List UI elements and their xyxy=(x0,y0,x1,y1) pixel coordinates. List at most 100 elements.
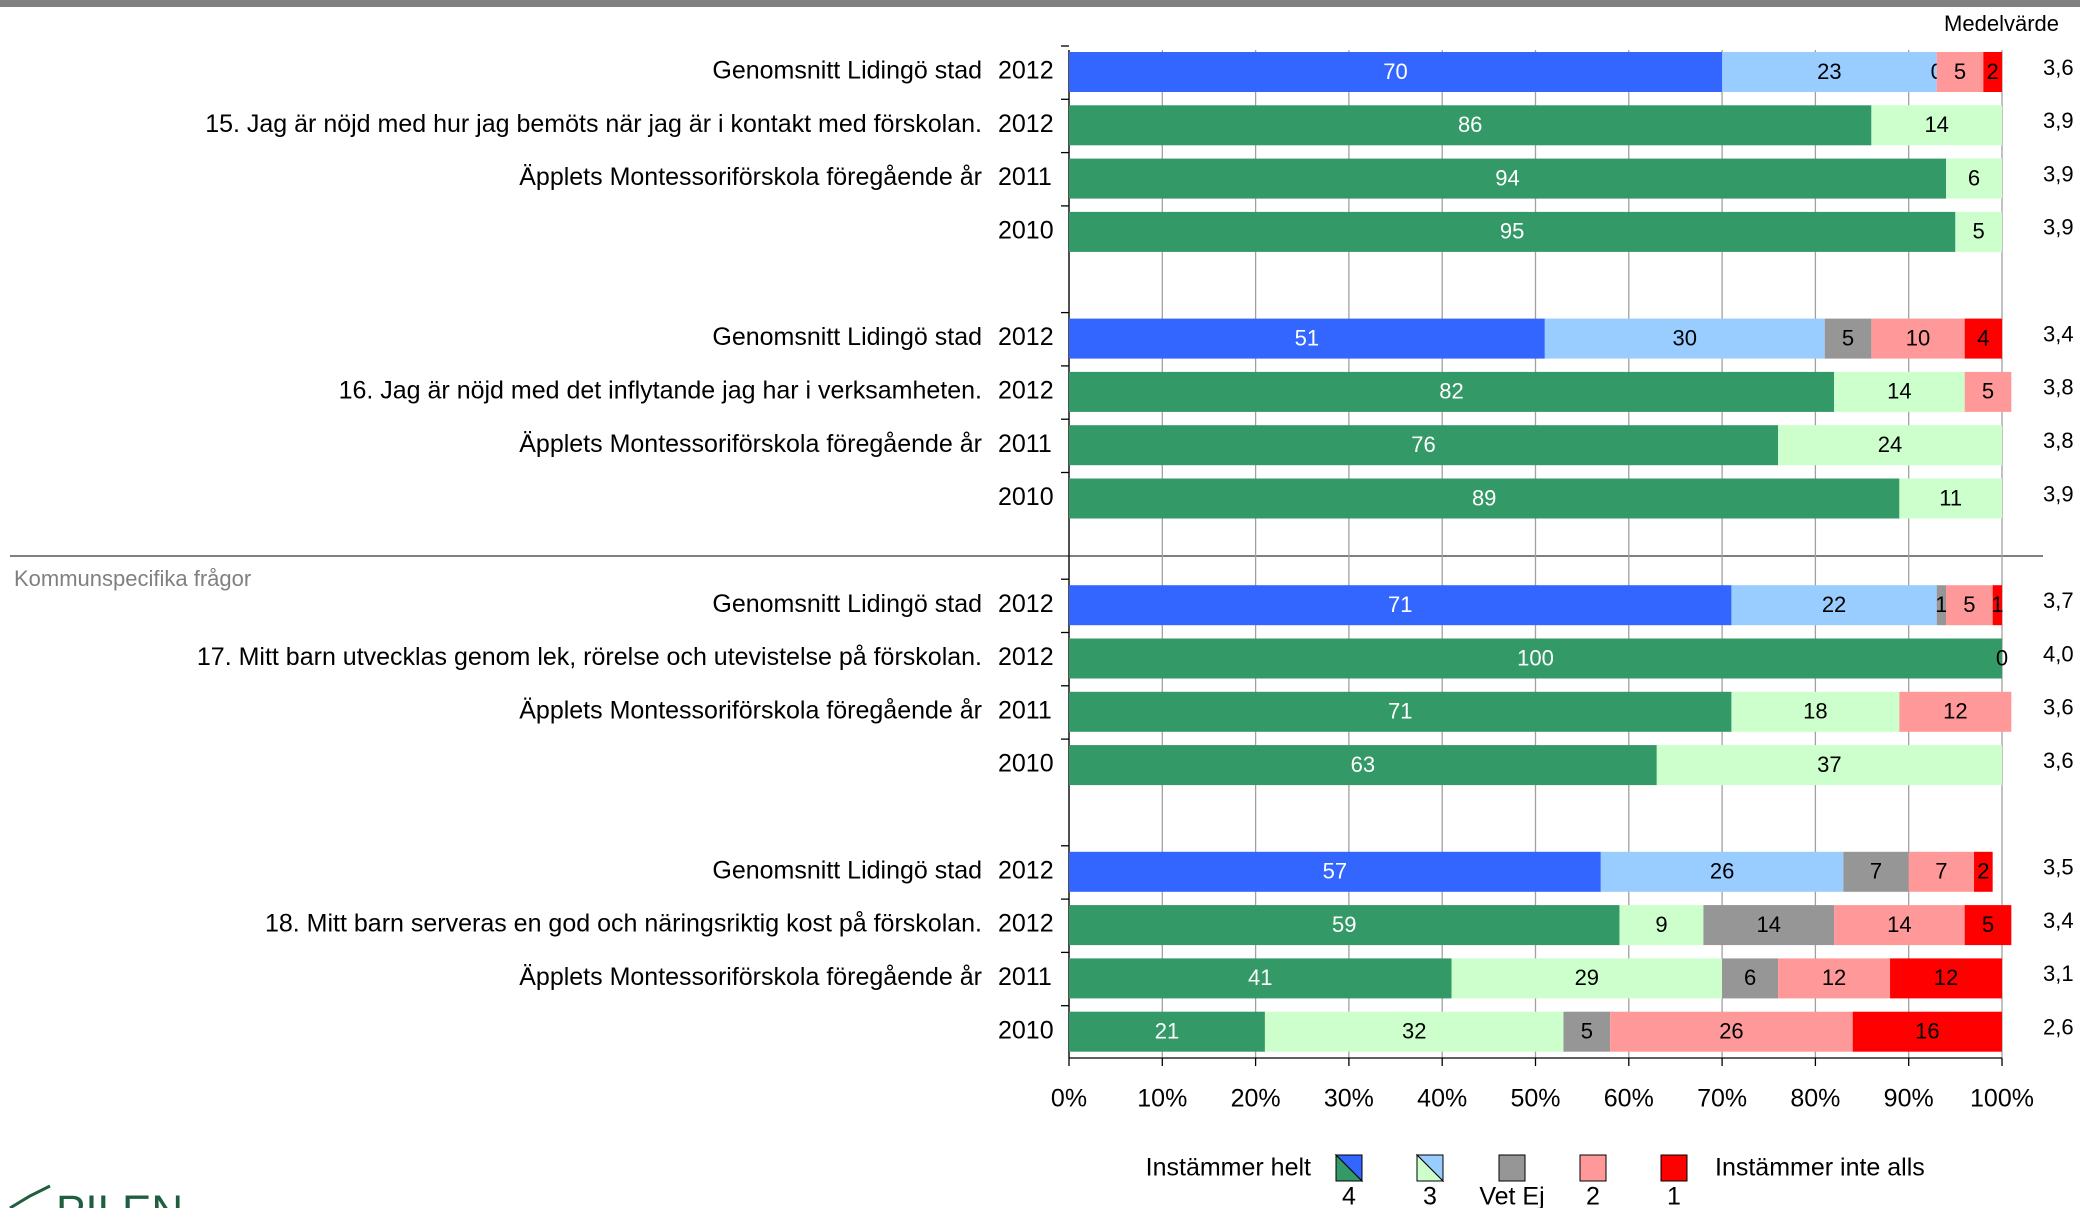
data-label: 70 xyxy=(1383,59,1407,84)
row-label: Genomsnitt Lidingö stad xyxy=(712,323,982,351)
x-tick-label: 70% xyxy=(1697,1085,1747,1113)
row-mean: 3,9 xyxy=(2043,481,2074,506)
data-label: 18 xyxy=(1803,699,1827,724)
data-label: 2 xyxy=(1987,59,1999,84)
data-label: 14 xyxy=(1924,112,1948,137)
data-label: 9 xyxy=(1655,912,1667,937)
data-label: 32 xyxy=(1402,1019,1426,1044)
legend-right: Instämmer inte alls xyxy=(1715,1154,1925,1182)
data-label: 2 xyxy=(1977,859,1989,884)
legend-label: Vet Ej xyxy=(1479,1183,1544,1208)
bar-segment xyxy=(1899,691,2012,732)
data-label: 7 xyxy=(1935,859,1947,884)
bar-segment xyxy=(1619,905,1704,946)
legend-swatch xyxy=(1579,1154,1607,1182)
bar-segment xyxy=(1834,905,1965,946)
row-year: 2012 xyxy=(998,910,1054,938)
data-label: 12 xyxy=(1943,699,1967,724)
x-tick-label: 0% xyxy=(1051,1085,1087,1113)
data-label: 89 xyxy=(1472,485,1496,510)
row-year: 2012 xyxy=(998,323,1054,351)
legend-swatch xyxy=(1660,1154,1688,1182)
bar-segment xyxy=(1974,851,1993,892)
row-mean: 3,9 xyxy=(2043,215,2074,240)
bar-segment xyxy=(1069,425,1779,466)
bar-segment xyxy=(1731,585,1937,626)
row-mean: 4,0 xyxy=(2043,641,2074,666)
data-label: 5 xyxy=(1954,59,1966,84)
row-year: 2011 xyxy=(998,963,1052,991)
data-label: 5 xyxy=(1982,379,1994,404)
data-label: 1 xyxy=(1991,592,2003,617)
bar-segment xyxy=(1069,158,1947,199)
data-label: 5 xyxy=(1982,912,1994,937)
row-mean: 3,9 xyxy=(2043,108,2074,133)
data-label: 37 xyxy=(1817,752,1841,777)
data-label: 24 xyxy=(1878,432,1902,457)
data-label: 11 xyxy=(1939,485,1962,510)
data-label: 63 xyxy=(1351,752,1375,777)
bar-segment xyxy=(1264,1011,1564,1052)
data-label: 4 xyxy=(1977,325,1989,350)
x-tick-label: 40% xyxy=(1417,1085,1467,1113)
bar-segment xyxy=(1936,52,1984,92)
bar-segment xyxy=(1852,1011,2002,1052)
row-mean: 2,6 xyxy=(2043,1015,2074,1040)
bar-segment xyxy=(1890,958,2002,999)
row-label: Äpplets Montessoriförskola föregående år xyxy=(519,696,982,724)
bar-segment xyxy=(1946,585,1993,626)
x-tick-label: 80% xyxy=(1790,1085,1840,1113)
data-label: 14 xyxy=(1887,912,1911,937)
bar-segment xyxy=(1899,478,2002,519)
data-label: 71 xyxy=(1388,699,1412,724)
x-tick-label: 50% xyxy=(1510,1085,1560,1113)
row-mean: 3,1 xyxy=(2043,961,2074,986)
data-label: 12 xyxy=(1822,965,1846,990)
row-year: 2010 xyxy=(998,750,1054,778)
bar-segment xyxy=(1610,1011,1853,1052)
row-mean: 3,8 xyxy=(2043,428,2074,453)
data-label: 21 xyxy=(1155,1019,1179,1044)
bar-segment xyxy=(1871,105,2002,146)
row-label: Äpplets Montessoriförskola föregående år xyxy=(519,163,982,191)
value-header: Medelvärde xyxy=(1944,11,2059,36)
legend-label: 2 xyxy=(1586,1183,1600,1208)
row-mean: 3,5 xyxy=(2043,855,2074,880)
logo-mark xyxy=(9,1184,51,1208)
row-year: 2010 xyxy=(998,483,1054,511)
data-label: 26 xyxy=(1710,859,1734,884)
row-year: 2011 xyxy=(998,430,1052,458)
row-year: 2010 xyxy=(998,217,1054,245)
data-label: 12 xyxy=(1934,965,1958,990)
data-label: 6 xyxy=(1744,965,1756,990)
bar-segment xyxy=(1069,958,1452,999)
bar-segment xyxy=(1069,851,1601,892)
row-year: 2010 xyxy=(998,1016,1054,1044)
bar-segment xyxy=(1936,585,1947,626)
data-label: 59 xyxy=(1332,912,1356,937)
x-tick-label: 10% xyxy=(1137,1085,1187,1113)
row-label: Äpplets Montessoriförskola föregående år xyxy=(519,963,982,991)
bar-segment xyxy=(1843,851,1909,892)
row-mean: 3,7 xyxy=(2043,588,2074,613)
row-label: 16. Jag är nöjd med det inflytande jag h… xyxy=(339,377,982,405)
row-mean: 3,9 xyxy=(2043,161,2074,186)
bar-segment xyxy=(1946,158,2002,199)
data-label: 100 xyxy=(1517,645,1554,670)
legend-swatch xyxy=(1335,1153,1364,1182)
bar-segment xyxy=(1964,371,2012,412)
bar-segment xyxy=(1908,851,1975,892)
bar-segment xyxy=(1834,371,1965,412)
bar-segment xyxy=(1871,318,1965,359)
row-mean: 3,8 xyxy=(2043,375,2074,400)
x-tick-label: 20% xyxy=(1231,1085,1281,1113)
bar-segment xyxy=(1703,905,1835,946)
data-label: 5 xyxy=(1842,325,1854,350)
bar-segment xyxy=(1656,745,2002,786)
data-label: 5 xyxy=(1581,1019,1593,1044)
legend-label: 1 xyxy=(1667,1183,1681,1208)
bar-segment xyxy=(1451,958,1723,999)
row-label: 15. Jag är nöjd med hur jag bemöts när j… xyxy=(205,110,982,138)
bar-segment xyxy=(1069,478,1900,519)
